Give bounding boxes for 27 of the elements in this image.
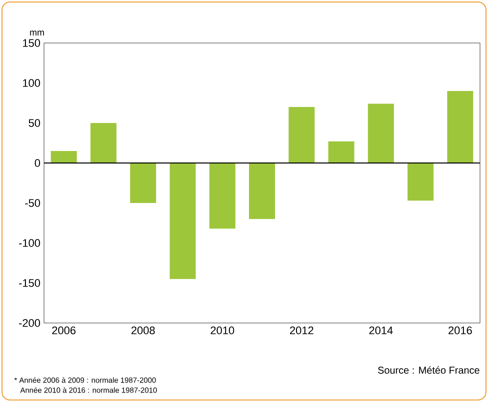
x-tick-label: 2016 (448, 326, 472, 334)
y-axis-title: mm (30, 30, 44, 36)
y-tick-label: 150 (23, 39, 40, 47)
y-tick-label: -50 (25, 199, 40, 207)
bar (170, 163, 196, 279)
bar (328, 141, 354, 163)
y-tick-label: -200 (19, 319, 40, 327)
bar (408, 163, 434, 201)
x-tick-label: 2014 (369, 326, 393, 334)
x-tick-label: 2008 (131, 326, 155, 334)
y-tick-label: 100 (23, 79, 40, 87)
x-tick-label: 2012 (290, 326, 314, 334)
bar (209, 163, 236, 229)
bar (288, 106, 315, 163)
bar (249, 163, 276, 219)
y-tick-label: 0 (34, 159, 40, 167)
bar (368, 104, 394, 163)
source-note: Source : Météo France (378, 366, 480, 374)
bar (130, 163, 156, 203)
y-tick-label: 50 (28, 119, 40, 127)
bar (447, 90, 474, 163)
bar (50, 151, 77, 163)
x-tick-label: 2006 (52, 326, 76, 334)
bar (90, 122, 116, 163)
y-tick-label: -150 (19, 279, 40, 287)
x-tick-label: 2010 (210, 326, 234, 334)
y-tick-label: -100 (19, 239, 40, 247)
